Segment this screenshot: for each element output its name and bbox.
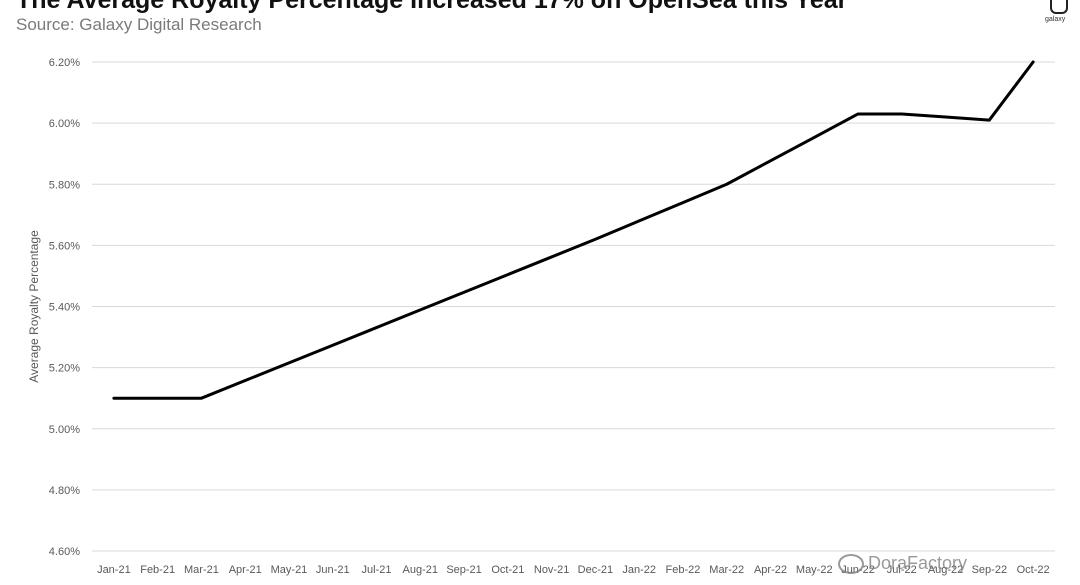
y-tick-label: 5.80% — [49, 179, 80, 191]
wechat-icon — [838, 554, 864, 575]
chart-title: The Average Royalty Percentage Increased… — [16, 0, 848, 14]
x-tick-label: Jul-22 — [887, 564, 917, 576]
galaxy-logo-icon — [1050, 0, 1068, 14]
x-tick-label: Jan-22 — [622, 564, 656, 576]
y-axis-label: Average Royalty Percentage — [27, 230, 41, 383]
galaxy-logo-text: galaxy — [1045, 16, 1066, 23]
x-tick-label: Mar-21 — [184, 564, 219, 576]
x-tick-label: Jul-21 — [362, 564, 392, 576]
x-tick-label: Apr-21 — [229, 564, 262, 576]
x-tick-label: Aug-22 — [928, 564, 963, 576]
x-tick-label: Apr-22 — [754, 564, 787, 576]
x-tick-label: Sep-21 — [446, 564, 481, 576]
y-tick-label: 6.20% — [49, 57, 80, 69]
y-tick-label: 6.00% — [49, 118, 80, 130]
watermark: DoraFactory — [838, 553, 968, 575]
x-tick-label: Dec-21 — [578, 564, 613, 576]
watermark-text: DoraFactory — [868, 553, 968, 573]
y-tick-label: 4.80% — [49, 485, 80, 497]
x-tick-label: Oct-21 — [491, 564, 524, 576]
y-tick-label: 5.40% — [49, 302, 80, 314]
y-tick-label: 5.00% — [49, 424, 80, 436]
x-tick-label: Feb-21 — [140, 564, 175, 576]
x-tick-label: Aug-21 — [403, 564, 438, 576]
x-tick-label: Jan-21 — [97, 564, 131, 576]
chart-subtitle: Source: Galaxy Digital Research — [16, 15, 262, 34]
y-tick-label: 5.60% — [49, 240, 80, 252]
series-line — [112, 60, 1035, 400]
x-tick-label: Feb-22 — [666, 564, 701, 576]
x-tick-label: May-21 — [271, 564, 308, 576]
y-tick-label: 4.60% — [49, 546, 80, 558]
x-tick-label: Jun-21 — [316, 564, 350, 576]
x-tick-label: Oct-22 — [1017, 564, 1050, 576]
x-tick-label: May-22 — [796, 564, 833, 576]
x-tick-label: Sep-22 — [972, 564, 1007, 576]
galaxy-logo: galaxy — [1043, 0, 1073, 34]
x-tick-label: Nov-21 — [534, 564, 569, 576]
y-tick-label: 5.20% — [49, 363, 80, 375]
x-tick-label: Mar-22 — [709, 564, 744, 576]
